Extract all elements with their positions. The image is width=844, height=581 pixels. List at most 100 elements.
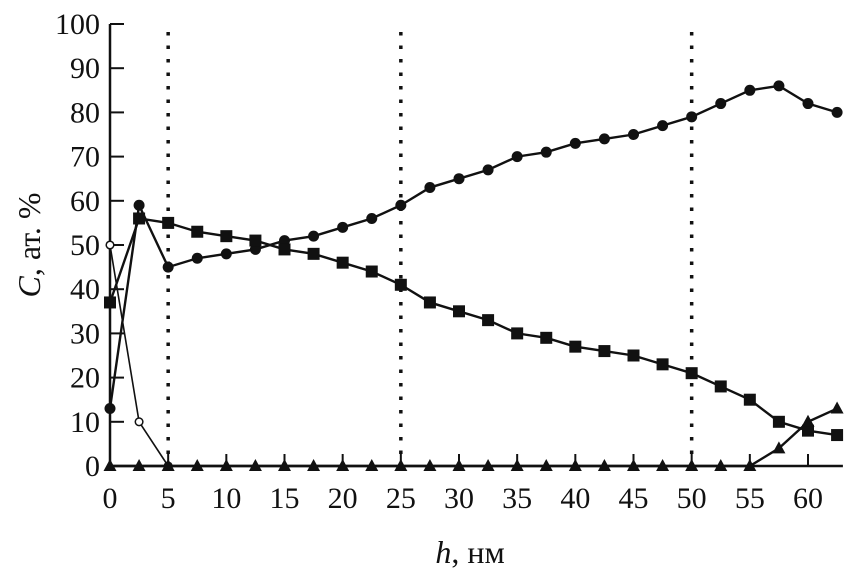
data-point <box>336 459 350 471</box>
data-point <box>482 314 495 327</box>
data-point <box>394 278 407 291</box>
data-point <box>714 459 728 471</box>
x-tick-label: 55 <box>735 482 765 515</box>
x-tick-label: 15 <box>270 482 300 515</box>
data-point <box>249 234 262 247</box>
data-point <box>510 459 524 471</box>
data-point <box>481 459 495 471</box>
data-point <box>831 429 844 442</box>
data-point <box>394 459 408 471</box>
data-point <box>248 459 262 471</box>
data-point <box>802 424 814 437</box>
x-tick-label: 40 <box>560 482 590 515</box>
data-point <box>598 133 610 145</box>
x-axis-label: h, нм <box>435 534 504 570</box>
data-point <box>279 235 290 247</box>
data-point <box>307 247 320 260</box>
data-point <box>278 243 291 256</box>
data-point <box>597 459 611 471</box>
series-line <box>108 84 838 409</box>
data-point <box>569 137 581 149</box>
y-tick-label: 90 <box>70 52 100 85</box>
tick-labels: 0 10 20 30 40 50 60 70 80 90 100 0 5 10 15 20 25 30 35 40 45… <box>55 8 823 515</box>
data-point <box>103 459 117 471</box>
y-tick-label: 40 <box>70 273 100 306</box>
data-point <box>656 459 670 471</box>
data-point <box>540 331 553 344</box>
data-point <box>452 459 466 471</box>
data-point <box>249 243 261 255</box>
series-filled-circles <box>104 80 843 415</box>
vertical-dotted-lines <box>166 32 694 466</box>
axes <box>108 23 843 468</box>
data-point <box>337 221 349 233</box>
x-tick-label: 25 <box>386 482 416 515</box>
data-point <box>453 305 465 318</box>
x-tick-label: 60 <box>793 482 823 515</box>
data-point <box>424 182 436 194</box>
data-point <box>191 225 204 238</box>
data-point <box>540 146 552 158</box>
data-point <box>134 417 144 427</box>
data-point <box>132 459 146 471</box>
data-point <box>133 199 145 211</box>
data-point <box>133 212 146 225</box>
data-point <box>395 199 407 211</box>
data-point <box>627 349 640 362</box>
y-tick-label: 30 <box>70 317 100 350</box>
x-tick-label: 45 <box>619 482 649 515</box>
data-point <box>191 252 203 264</box>
data-point <box>104 403 116 415</box>
data-point <box>308 230 320 242</box>
data-point <box>744 84 756 96</box>
x-tick-label: 30 <box>444 482 474 515</box>
y-tick-label: 50 <box>70 229 100 262</box>
series-filled-squares <box>104 212 844 442</box>
data-point <box>801 414 815 427</box>
data-point <box>162 216 175 229</box>
data-point <box>802 98 814 110</box>
data-point <box>220 248 232 260</box>
data-point <box>105 240 115 250</box>
y-tick-label: 10 <box>70 406 100 439</box>
data-point <box>366 212 378 224</box>
data-point <box>511 327 524 340</box>
data-point <box>365 265 378 278</box>
data-point <box>568 459 582 471</box>
data-point <box>104 296 116 309</box>
data-point <box>685 367 698 380</box>
data-point <box>161 459 175 471</box>
data-point <box>511 151 523 163</box>
x-tick-label: 10 <box>211 482 241 515</box>
data-point <box>714 380 727 393</box>
data-point <box>162 261 174 273</box>
data-point <box>365 459 379 471</box>
data-point <box>715 98 727 110</box>
x-tick-label: 50 <box>677 482 707 515</box>
data-point <box>190 459 204 471</box>
data-point <box>453 173 465 185</box>
data-point <box>220 230 233 243</box>
data-point <box>278 459 291 471</box>
data-point <box>423 296 436 309</box>
x-tick-label: 0 <box>103 482 118 515</box>
data-point <box>539 459 553 471</box>
y-tick-label: 0 <box>85 450 100 483</box>
data-point <box>831 106 843 118</box>
data-point <box>569 340 582 353</box>
x-tick-label: 20 <box>328 482 358 515</box>
y-tick-label: 80 <box>70 96 100 129</box>
data-point <box>598 345 611 358</box>
y-axis-label: C, ат. % <box>11 193 47 298</box>
data-point <box>656 358 669 371</box>
data-point <box>830 401 844 414</box>
data-point <box>773 80 785 92</box>
data-point <box>423 459 437 471</box>
data-point <box>743 459 757 471</box>
y-tick-label: 100 <box>55 8 100 41</box>
y-tick-label: 20 <box>70 362 100 395</box>
data-point <box>627 459 640 471</box>
series-line <box>110 407 838 468</box>
data-point <box>307 459 321 471</box>
